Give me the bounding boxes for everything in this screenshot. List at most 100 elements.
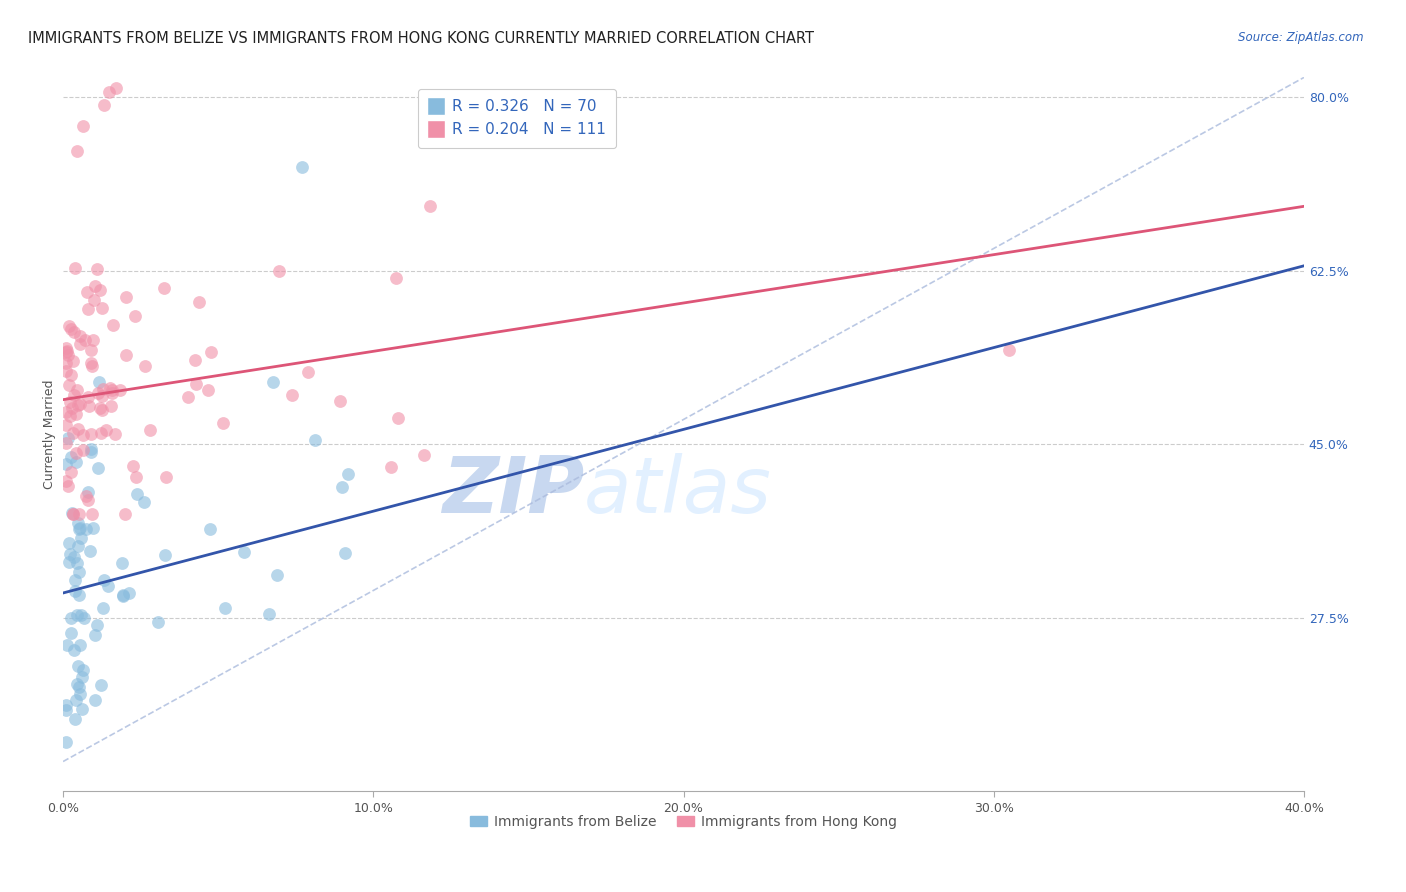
Point xyxy=(65,692,87,706)
Point xyxy=(335,546,357,560)
Point xyxy=(55,702,77,716)
Point xyxy=(63,584,86,599)
Point xyxy=(91,301,114,316)
Point xyxy=(58,409,80,423)
Point xyxy=(58,378,80,392)
Point xyxy=(72,443,94,458)
Point xyxy=(413,448,436,462)
Point xyxy=(114,507,136,521)
Point xyxy=(111,557,134,571)
Point xyxy=(380,459,402,474)
Point xyxy=(58,555,80,569)
Point xyxy=(70,670,93,684)
Point xyxy=(100,399,122,413)
Point xyxy=(77,485,100,500)
Point xyxy=(146,615,169,629)
Point xyxy=(80,356,103,370)
Point xyxy=(56,479,79,493)
Point xyxy=(63,325,86,339)
Point xyxy=(55,638,77,652)
Point xyxy=(62,507,84,521)
Point xyxy=(134,495,156,509)
Point xyxy=(187,295,209,310)
Point xyxy=(297,366,319,380)
Point xyxy=(89,284,111,298)
Point xyxy=(70,607,93,622)
Point xyxy=(998,343,1021,357)
Point xyxy=(91,389,114,403)
Point xyxy=(257,607,280,621)
Point xyxy=(329,394,352,409)
Point xyxy=(72,119,94,133)
Point xyxy=(387,411,409,425)
Text: Source: ZipAtlas.com: Source: ZipAtlas.com xyxy=(1239,31,1364,45)
Point xyxy=(58,547,80,561)
Point xyxy=(153,281,176,295)
Point xyxy=(105,81,128,95)
Point xyxy=(65,407,87,421)
Legend: Immigrants from Belize, Immigrants from Hong Kong: Immigrants from Belize, Immigrants from … xyxy=(464,809,903,834)
Point xyxy=(87,385,110,400)
Point xyxy=(75,489,97,503)
Point xyxy=(67,398,90,412)
Point xyxy=(65,384,87,398)
Point xyxy=(69,396,91,410)
Point xyxy=(124,309,146,323)
Point xyxy=(115,290,138,304)
Point xyxy=(266,568,288,582)
Point xyxy=(55,698,77,712)
Point xyxy=(83,293,105,307)
Point xyxy=(84,279,107,293)
Point xyxy=(55,342,77,356)
Point xyxy=(66,145,89,159)
Point xyxy=(304,434,326,448)
Point xyxy=(101,386,124,401)
Point xyxy=(62,388,84,402)
Point xyxy=(56,348,79,362)
Point xyxy=(63,712,86,726)
Point xyxy=(90,425,112,440)
Point xyxy=(184,377,207,392)
Point xyxy=(111,588,134,602)
Point xyxy=(58,319,80,334)
Point xyxy=(67,522,90,536)
Point xyxy=(155,469,177,483)
Point xyxy=(291,160,314,174)
Point xyxy=(93,600,115,615)
Point xyxy=(67,566,90,580)
Point xyxy=(59,395,82,409)
Point xyxy=(58,535,80,549)
Point xyxy=(77,492,100,507)
Point xyxy=(59,368,82,383)
Point xyxy=(79,544,101,558)
Point xyxy=(66,516,89,531)
Point xyxy=(65,446,87,460)
Point xyxy=(79,442,101,457)
Point xyxy=(65,261,87,276)
Point xyxy=(73,611,96,625)
Point xyxy=(60,322,83,336)
Point xyxy=(67,539,90,553)
Point xyxy=(60,401,83,415)
Point xyxy=(124,470,146,484)
Point xyxy=(72,428,94,442)
Point xyxy=(233,545,256,559)
Point xyxy=(67,589,90,603)
Point xyxy=(60,450,83,464)
Point xyxy=(63,573,86,587)
Point xyxy=(77,301,100,316)
Point xyxy=(94,423,117,437)
Point xyxy=(67,422,90,436)
Y-axis label: Currently Married: Currently Married xyxy=(44,380,56,489)
Point xyxy=(98,85,121,99)
Point xyxy=(66,608,89,623)
Point xyxy=(56,431,79,445)
Point xyxy=(72,702,94,716)
Point xyxy=(93,98,115,112)
Point xyxy=(86,262,108,277)
Text: IMMIGRANTS FROM BELIZE VS IMMIGRANTS FROM HONG KONG CURRENTLY MARRIED CORRELATIO: IMMIGRANTS FROM BELIZE VS IMMIGRANTS FRO… xyxy=(28,31,814,46)
Point xyxy=(93,573,115,587)
Point xyxy=(55,474,77,488)
Point xyxy=(62,354,84,368)
Point xyxy=(384,271,406,285)
